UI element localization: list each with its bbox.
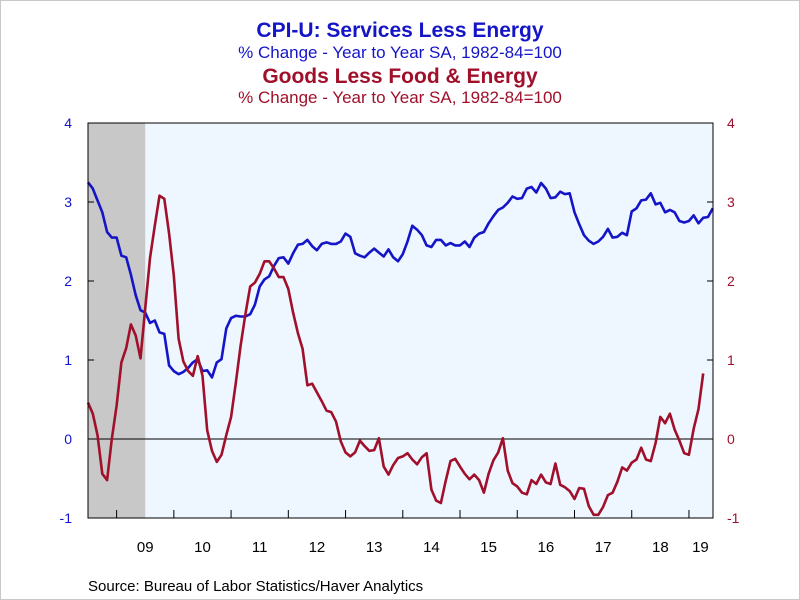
left-tick-label: 4: [64, 115, 72, 131]
plot-border: [87, 122, 714, 519]
right-tick-label: 4: [727, 115, 735, 131]
right-tick-label: -1: [727, 510, 740, 526]
chart-subtitle: % Change - Year to Year SA, 1982-84=100: [238, 43, 562, 62]
left-tick-label: 3: [64, 194, 72, 210]
chart-title: CPI-U: Services Less Energy: [256, 19, 544, 42]
left-tick-label: 2: [64, 273, 72, 289]
chart-subtitle-secondary: % Change - Year to Year SA, 1982-84=100: [238, 88, 562, 107]
axes: [87, 122, 714, 519]
x-axis-ticks: 09 10 11 12 13 14 15 16 17 18 19: [116, 510, 709, 556]
x-tick-label: 11: [252, 539, 268, 556]
left-tick-label: 1: [64, 352, 72, 368]
x-tick-label: 16: [538, 539, 555, 556]
x-tick-label: 10: [194, 539, 211, 556]
series-line-0: [86, 181, 714, 379]
x-tick-label: 15: [480, 539, 497, 556]
right-axis-ticks: -1 0 1 2 3 4: [707, 115, 740, 526]
left-tick-label: -1: [60, 510, 73, 526]
series-line-1: [86, 194, 705, 517]
x-tick-label: 12: [309, 539, 326, 556]
x-tick-label: 14: [423, 539, 440, 556]
right-tick-label: 3: [727, 194, 735, 210]
x-tick-label: 18: [652, 539, 669, 556]
right-tick-label: 2: [727, 273, 735, 289]
recession-shading: [88, 123, 146, 518]
right-tick-label: 0: [727, 431, 735, 447]
source-note: Source: Bureau of Labor Statistics/Haver…: [88, 578, 424, 595]
series-group: [86, 181, 714, 517]
x-tick-label: 13: [366, 539, 383, 556]
x-tick-label: 09: [137, 539, 154, 556]
plot-background: [88, 123, 713, 518]
chart-title-secondary: Goods Less Food & Energy: [262, 65, 538, 88]
right-tick-label: 1: [727, 352, 735, 368]
x-tick-label: 19: [692, 539, 709, 556]
plot-area: [88, 123, 713, 518]
left-tick-label: 0: [64, 431, 72, 447]
x-tick-label: 17: [595, 539, 612, 556]
left-axis-ticks: -1 0 1 2 3 4: [60, 115, 94, 526]
